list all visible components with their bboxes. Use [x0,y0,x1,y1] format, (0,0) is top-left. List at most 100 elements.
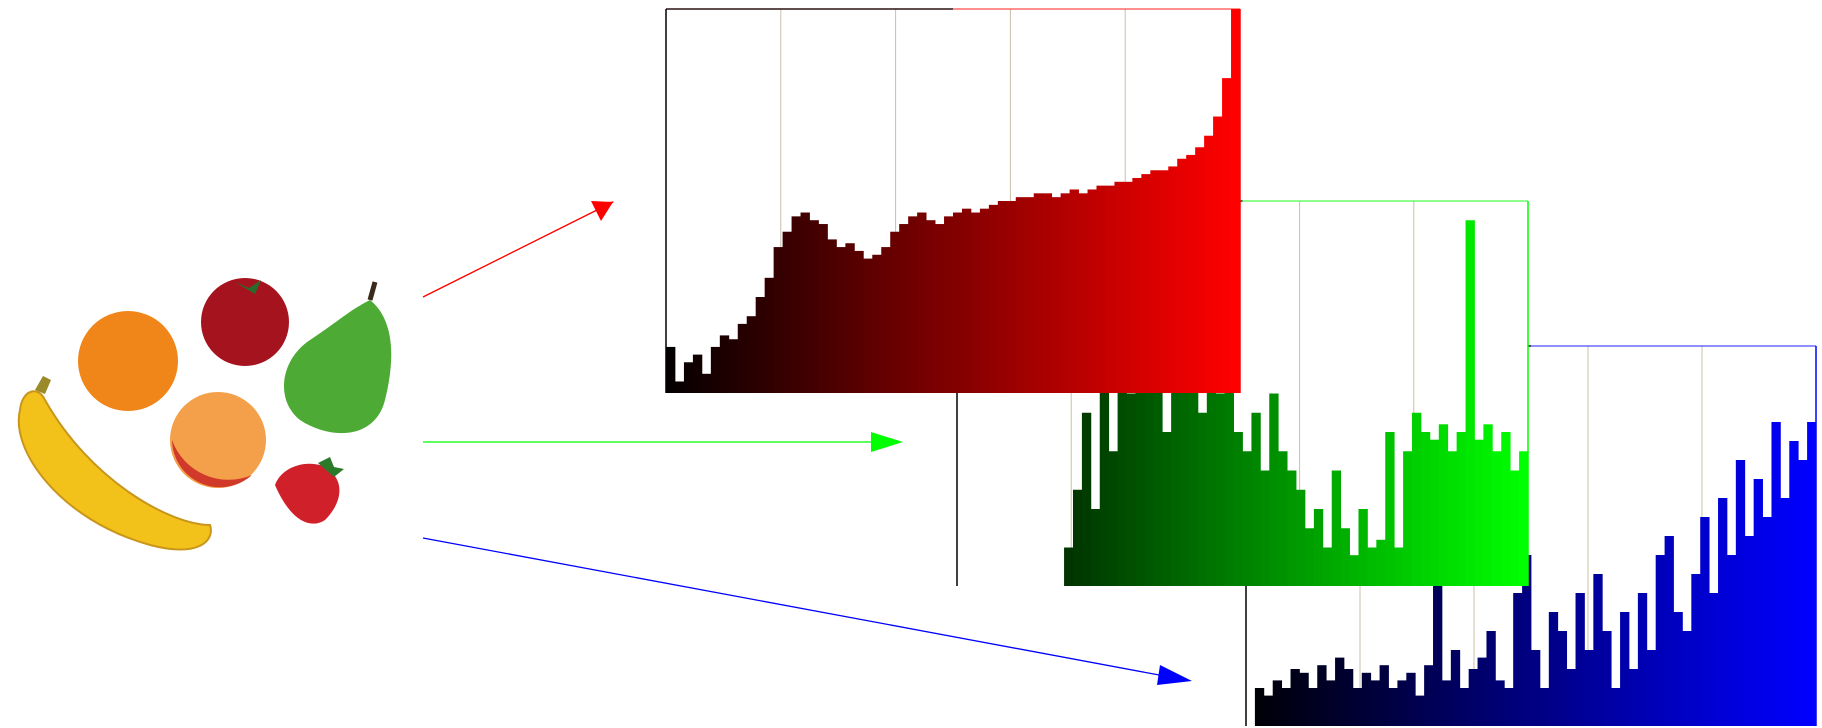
bar [1451,650,1460,726]
fruit-photo [19,278,392,549]
bar [1358,509,1367,586]
bar [836,247,845,393]
bar [890,232,899,393]
bar [675,381,684,393]
bar [1204,136,1213,393]
bar [953,213,962,393]
bar [1073,490,1082,586]
bar [1421,432,1430,586]
bar [1105,186,1114,393]
bar [702,374,711,393]
bar [1341,528,1350,586]
bar [926,220,935,393]
bar [1109,451,1118,586]
arrow-head-blue [1157,665,1192,685]
bar [1222,78,1231,393]
pear-stem [370,282,375,300]
bar [1789,441,1798,726]
histogram [666,9,1240,393]
bar [1269,394,1278,587]
bar [998,201,1007,393]
bar [881,247,890,393]
bar [1745,536,1754,726]
bar [827,239,836,393]
arrow-red [423,202,613,297]
bar [1501,432,1510,586]
bar [1025,197,1034,393]
bar [1495,680,1504,726]
bar [1602,631,1611,726]
bar [1314,509,1323,586]
bar [1567,669,1576,726]
bar [1367,548,1376,587]
bar [1225,374,1234,586]
bar [1141,174,1150,393]
bar [1406,673,1415,726]
bar [1332,471,1341,587]
bar [1123,182,1132,393]
bar [1492,451,1501,586]
bar [1549,612,1558,726]
bar [971,213,980,393]
bar [899,224,908,393]
bar [1162,432,1171,586]
bar [1088,189,1097,393]
peach [170,392,266,488]
bar [1629,669,1638,726]
bar [1700,517,1709,726]
arrow-head-green [871,432,903,452]
bar [1442,680,1451,726]
bar [1264,696,1273,726]
bar [1234,432,1243,586]
bar [1403,451,1412,586]
bar [1469,669,1478,726]
bar [1043,193,1052,393]
bar [980,209,989,393]
bar [935,224,944,393]
bar [1323,548,1332,587]
bar [1291,669,1300,726]
bar [1763,517,1772,726]
bar [1394,548,1403,587]
bar [854,251,863,393]
bar [1296,490,1305,586]
bar [684,362,693,393]
apple [201,278,289,366]
bar [1278,451,1287,586]
bar [1282,688,1291,726]
bar [1064,548,1073,587]
pear [284,300,391,433]
bar [1638,593,1647,726]
bar [1159,170,1168,393]
bar [1308,688,1317,726]
bar [1611,688,1620,726]
bar [989,205,998,393]
bar [1691,574,1700,726]
bar [1097,186,1106,393]
bar [1091,509,1100,586]
bar [774,247,783,393]
bar [1287,471,1296,587]
bar [1674,612,1683,726]
bar [1299,673,1308,726]
bar [944,216,953,393]
bar [1260,471,1269,587]
histograms [666,9,1816,726]
bar [1483,424,1492,586]
bar [1718,498,1727,726]
bar [1362,673,1371,726]
bar [1584,650,1593,726]
bar [1620,612,1629,726]
bar [1519,451,1528,586]
bar [1709,593,1718,726]
bar [1478,658,1487,726]
bar [1231,9,1240,393]
bar [863,259,872,393]
bar [729,339,738,393]
bar [1251,413,1260,586]
bar [1195,147,1204,393]
bar [666,347,675,393]
bar [1656,555,1665,726]
bar [1510,471,1519,587]
bar [1736,460,1745,726]
